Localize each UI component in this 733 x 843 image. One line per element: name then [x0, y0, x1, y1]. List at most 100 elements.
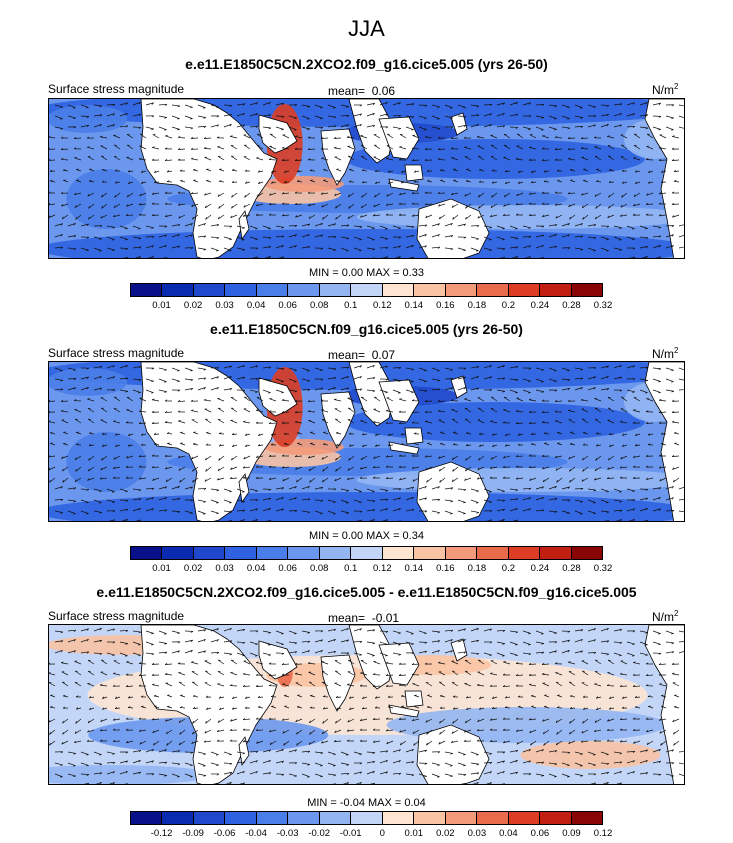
vector-shaft	[269, 146, 277, 150]
vector-shaft	[392, 126, 401, 129]
vector-shaft	[646, 192, 654, 196]
vector-head	[112, 782, 115, 784]
vector-head	[125, 643, 128, 645]
vector-shaft	[361, 203, 368, 209]
vector-head	[62, 706, 66, 709]
vector-shaft	[360, 145, 368, 150]
vector-shaft	[643, 520, 648, 521]
vector-shaft	[392, 497, 401, 501]
vector-head	[385, 508, 388, 511]
vector-head	[489, 641, 493, 644]
vector-shaft	[659, 134, 667, 139]
vector-shaft	[80, 386, 89, 391]
vector-shaft	[49, 477, 56, 483]
vector-shaft	[262, 389, 271, 394]
vector-shaft	[366, 652, 375, 656]
vector-shaft	[218, 214, 225, 220]
vector-shaft	[275, 378, 284, 382]
vector-head	[307, 389, 311, 392]
vector-shaft	[556, 740, 563, 746]
vector-shaft	[165, 477, 173, 483]
vector-shaft	[152, 684, 160, 687]
vector-head	[296, 169, 300, 173]
vector-head	[152, 146, 155, 148]
vector-head	[177, 234, 180, 237]
vector-shaft	[243, 660, 251, 665]
vector-shaft	[600, 113, 609, 117]
vector-shaft	[594, 659, 602, 665]
vector-head	[229, 782, 232, 784]
vector-shaft	[288, 486, 297, 490]
vector-shaft	[349, 169, 355, 172]
vector-shaft	[230, 419, 238, 424]
land-japan	[450, 112, 468, 136]
vector-head	[295, 672, 298, 675]
vector-head	[177, 511, 181, 513]
vector-head	[307, 498, 311, 501]
vector-head	[177, 455, 181, 458]
vector-head	[112, 519, 115, 521]
vector-head	[372, 642, 376, 645]
colorbar-swatch	[382, 812, 415, 824]
vector-head	[606, 763, 610, 765]
vector-shaft	[60, 148, 69, 150]
vector-head	[463, 367, 467, 370]
vector-shaft	[301, 750, 310, 753]
vector-shaft	[167, 443, 173, 446]
vector-head	[112, 476, 116, 479]
vector-head	[203, 398, 207, 401]
vector-shaft	[483, 103, 493, 106]
vector-shaft	[645, 203, 654, 205]
vector-shaft	[80, 751, 89, 755]
vector-head	[359, 684, 363, 687]
vector-shaft	[243, 421, 251, 424]
vector-head	[541, 643, 544, 645]
vector-head	[63, 694, 66, 697]
vector-head	[75, 721, 77, 724]
vector-shaft	[405, 378, 414, 383]
vector-shaft	[542, 673, 550, 676]
vector-head	[281, 774, 285, 776]
vector-head	[203, 650, 206, 653]
vector-head	[217, 720, 220, 723]
vector-head	[217, 683, 220, 685]
vector-head	[346, 639, 349, 642]
vector-shaft	[223, 236, 232, 240]
vector-shaft	[626, 389, 635, 393]
vector-shaft	[582, 783, 583, 784]
vector-shaft	[673, 729, 680, 735]
vector-shaft	[74, 740, 82, 744]
vector-shaft	[425, 214, 433, 219]
vector-shaft	[464, 477, 472, 481]
vector-shaft	[134, 256, 141, 258]
vector-head	[178, 215, 181, 219]
vector-shaft	[522, 378, 531, 382]
vector-head	[515, 213, 519, 216]
vector-head	[463, 236, 467, 239]
vector-shaft	[206, 180, 212, 183]
vector-shaft	[139, 158, 147, 161]
vector-head	[138, 489, 142, 492]
vector-shaft	[340, 376, 349, 380]
vector-head	[190, 751, 194, 754]
vector-head	[86, 376, 89, 379]
vector-shaft	[392, 652, 401, 655]
vector-shaft	[477, 671, 485, 676]
vector-head	[229, 376, 232, 379]
vector-head	[114, 169, 118, 172]
colorbar-tick-label: 0.24	[530, 300, 550, 311]
vector-shaft	[80, 651, 89, 654]
vector-head	[86, 249, 89, 252]
vector-shaft	[334, 192, 342, 197]
vector-head	[398, 380, 401, 382]
vector-shaft	[515, 674, 524, 677]
vector-head	[282, 683, 285, 685]
vector-shaft	[385, 674, 394, 676]
vector-shaft	[569, 214, 576, 220]
vector-shaft	[574, 104, 583, 109]
vector-shaft	[314, 367, 323, 371]
vector-head	[502, 508, 506, 512]
vector-shaft	[438, 740, 446, 745]
vector-shaft	[457, 510, 466, 514]
vector-head	[333, 651, 337, 654]
